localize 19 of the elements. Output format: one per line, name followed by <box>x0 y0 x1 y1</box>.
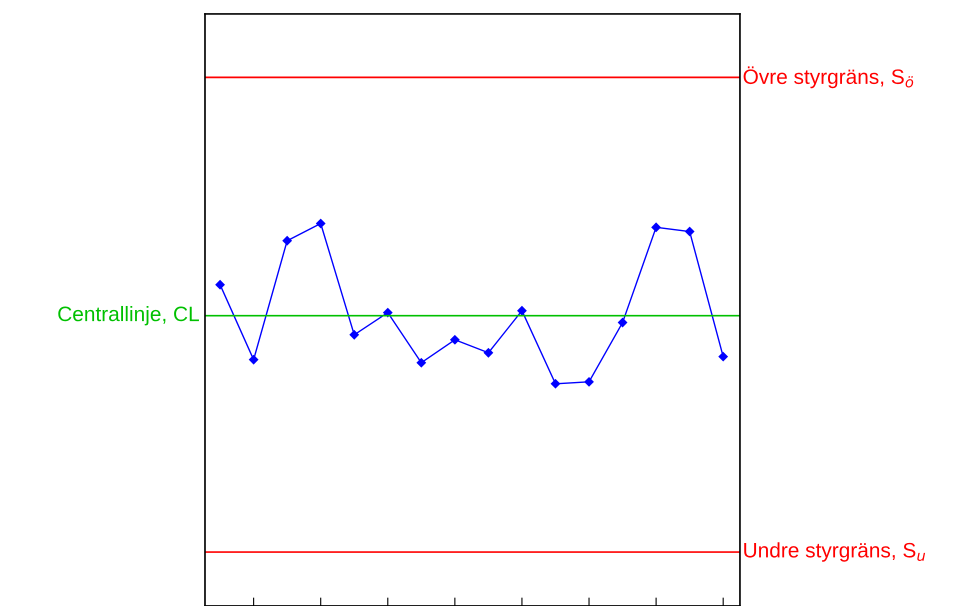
point <box>450 335 460 344</box>
ref-line-label: Undre styrgräns, S$_{u}$ <box>744 542 926 562</box>
point <box>383 308 392 318</box>
point <box>685 226 694 236</box>
point <box>718 352 728 362</box>
point <box>618 318 628 328</box>
point <box>651 222 661 232</box>
point <box>484 348 494 358</box>
point <box>316 218 326 228</box>
point <box>249 355 258 364</box>
point <box>584 377 594 386</box>
ref-line-label: Centrallinje, CL <box>58 306 199 326</box>
point <box>282 236 292 246</box>
point <box>517 306 527 316</box>
point <box>215 280 225 290</box>
ref-line-label: Övre styrgräns, S$_{ö}$ <box>744 66 914 88</box>
point <box>350 330 359 340</box>
point <box>550 379 560 388</box>
point <box>416 358 426 368</box>
